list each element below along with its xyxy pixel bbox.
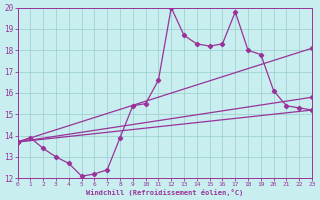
X-axis label: Windchill (Refroidissement éolien,°C): Windchill (Refroidissement éolien,°C) <box>86 189 244 196</box>
